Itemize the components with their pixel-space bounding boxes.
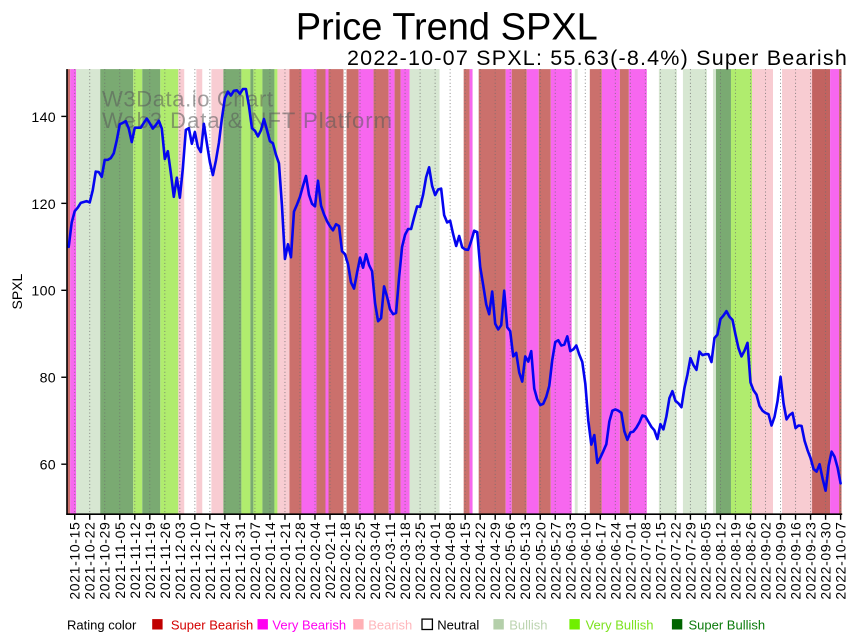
svg-text:2022-10-07 SPXL: 55.63(-8.4%): 2022-10-07 SPXL: 55.63(-8.4%) Super Bear… xyxy=(347,46,848,70)
svg-text:2021-12-31: 2021-12-31 xyxy=(232,522,248,600)
svg-text:2022-04-22: 2022-04-22 xyxy=(472,522,488,600)
svg-text:2022-07-15: 2022-07-15 xyxy=(652,522,668,600)
svg-text:2021-10-15: 2021-10-15 xyxy=(67,522,83,600)
svg-text:60: 60 xyxy=(40,458,56,474)
svg-text:2022-01-28: 2022-01-28 xyxy=(292,522,308,600)
svg-text:2022-02-25: 2022-02-25 xyxy=(352,522,368,600)
svg-text:Super Bearish: Super Bearish xyxy=(171,618,253,633)
svg-text:2022-05-13: 2022-05-13 xyxy=(517,522,533,600)
svg-text:2021-12-10: 2021-12-10 xyxy=(187,522,203,600)
svg-text:2022-05-06: 2022-05-06 xyxy=(502,522,518,600)
svg-text:2022-06-10: 2022-06-10 xyxy=(577,522,593,600)
svg-text:SPXL: SPXL xyxy=(9,273,25,309)
svg-text:Price Trend SPXL: Price Trend SPXL xyxy=(296,7,598,49)
svg-text:2022-08-05: 2022-08-05 xyxy=(697,522,713,600)
svg-text:2022-10-07: 2022-10-07 xyxy=(833,522,849,600)
svg-text:120: 120 xyxy=(31,197,56,213)
svg-text:Very Bearish: Very Bearish xyxy=(272,618,346,633)
svg-text:2021-11-19: 2021-11-19 xyxy=(142,522,158,599)
svg-text:2021-12-24: 2021-12-24 xyxy=(217,522,233,600)
svg-text:2022-07-08: 2022-07-08 xyxy=(637,522,653,600)
svg-text:80: 80 xyxy=(40,371,56,387)
svg-text:2022-07-29: 2022-07-29 xyxy=(682,522,698,600)
svg-text:Web3 Data & NFT Platform: Web3 Data & NFT Platform xyxy=(102,108,393,133)
svg-text:2022-02-11: 2022-02-11 xyxy=(322,522,338,599)
svg-text:Very Bullish: Very Bullish xyxy=(586,618,654,633)
svg-text:2022-08-19: 2022-08-19 xyxy=(727,522,743,600)
svg-text:2021-11-12: 2021-11-12 xyxy=(127,522,143,599)
svg-text:2021-10-29: 2021-10-29 xyxy=(97,522,113,600)
svg-text:2022-05-27: 2022-05-27 xyxy=(547,522,563,600)
svg-text:2022-01-14: 2022-01-14 xyxy=(262,522,278,600)
svg-text:2022-04-08: 2022-04-08 xyxy=(442,522,458,600)
svg-text:2022-09-02: 2022-09-02 xyxy=(758,522,774,600)
svg-text:2022-09-30: 2022-09-30 xyxy=(818,522,834,600)
svg-text:2022-08-12: 2022-08-12 xyxy=(712,522,728,600)
svg-text:2022-06-03: 2022-06-03 xyxy=(562,522,578,600)
svg-text:2022-02-18: 2022-02-18 xyxy=(337,522,353,600)
svg-text:2022-06-17: 2022-06-17 xyxy=(592,522,608,600)
svg-text:2022-03-11: 2022-03-11 xyxy=(382,522,398,599)
svg-text:2022-03-25: 2022-03-25 xyxy=(412,522,428,600)
svg-text:2022-07-22: 2022-07-22 xyxy=(667,522,683,600)
svg-text:2022-06-24: 2022-06-24 xyxy=(607,522,623,600)
svg-text:Bullish: Bullish xyxy=(509,618,547,633)
svg-text:Rating color: Rating color xyxy=(67,618,137,633)
svg-text:2022-04-29: 2022-04-29 xyxy=(487,522,503,600)
svg-text:140: 140 xyxy=(31,110,56,126)
svg-text:2022-07-01: 2022-07-01 xyxy=(622,522,638,600)
svg-text:2022-03-04: 2022-03-04 xyxy=(367,522,383,600)
svg-text:2022-03-18: 2022-03-18 xyxy=(397,522,413,600)
svg-text:100: 100 xyxy=(31,284,56,300)
svg-text:2022-02-04: 2022-02-04 xyxy=(307,522,323,600)
svg-text:2021-12-17: 2021-12-17 xyxy=(202,522,218,600)
svg-text:2021-11-26: 2021-11-26 xyxy=(157,522,173,599)
svg-text:Bearish: Bearish xyxy=(368,618,412,633)
svg-text:Super Bullish: Super Bullish xyxy=(689,618,766,633)
svg-text:2022-09-09: 2022-09-09 xyxy=(773,522,789,600)
svg-text:2022-09-16: 2022-09-16 xyxy=(788,522,804,600)
svg-text:2022-05-20: 2022-05-20 xyxy=(532,522,548,600)
svg-text:2022-01-21: 2022-01-21 xyxy=(277,522,293,600)
svg-text:Neutral: Neutral xyxy=(437,618,479,633)
svg-text:2021-11-05: 2021-11-05 xyxy=(112,522,128,599)
svg-text:2022-04-15: 2022-04-15 xyxy=(457,522,473,600)
svg-text:2021-12-03: 2021-12-03 xyxy=(172,522,188,600)
svg-text:2022-04-01: 2022-04-01 xyxy=(427,522,443,600)
svg-text:2022-01-07: 2022-01-07 xyxy=(247,522,263,600)
svg-text:2022-08-26: 2022-08-26 xyxy=(742,522,758,600)
svg-text:W3Data.io Chart: W3Data.io Chart xyxy=(102,87,274,112)
svg-text:2021-10-22: 2021-10-22 xyxy=(82,522,98,600)
svg-text:2022-09-23: 2022-09-23 xyxy=(803,522,819,600)
